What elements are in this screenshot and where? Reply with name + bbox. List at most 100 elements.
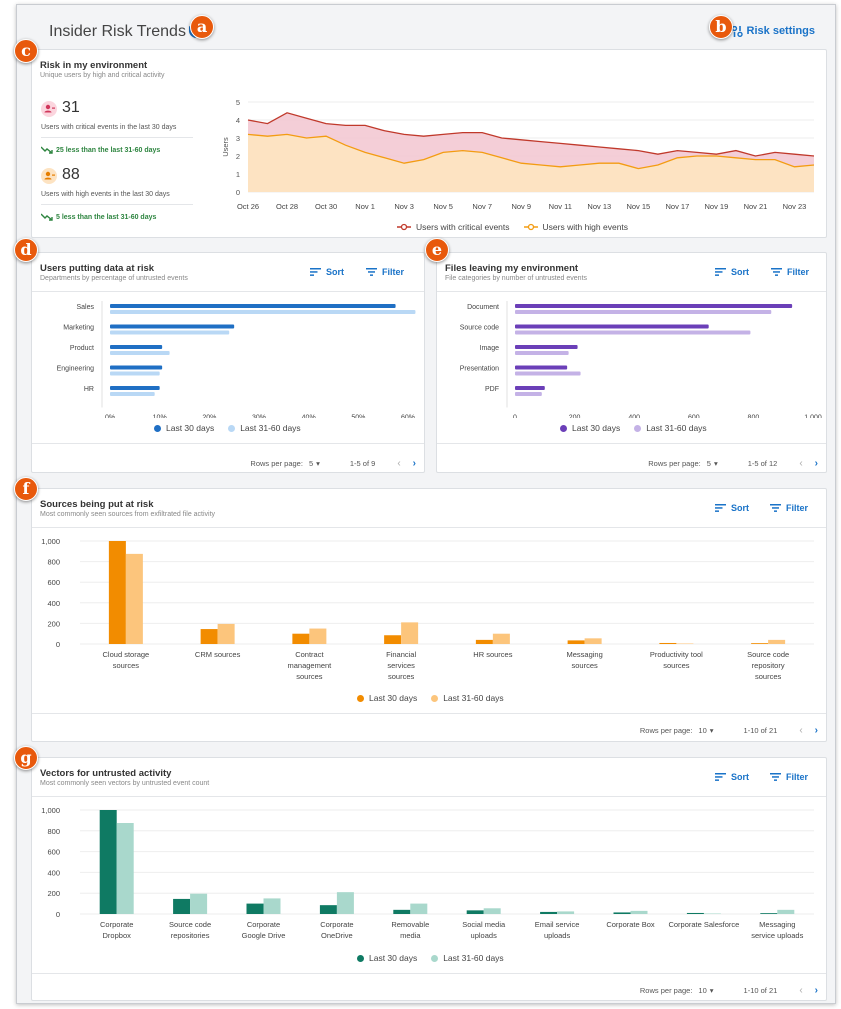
category-label: Financial — [386, 650, 416, 659]
files-sort-button[interactable]: Sort — [715, 267, 749, 277]
files-next-page-icon[interactable]: › — [814, 458, 818, 469]
sources-filter-button[interactable]: Filter — [770, 503, 808, 513]
sources-rows-select[interactable]: 10 ▾ — [698, 726, 713, 735]
vectors-rows-value: 10 — [698, 986, 707, 995]
users-legend-current: Last 30 days — [154, 423, 214, 433]
bar-previous — [110, 330, 230, 335]
category-label: service uploads — [751, 931, 803, 940]
category-label: repositories — [171, 931, 210, 940]
callout-a: a — [190, 15, 214, 39]
y-tick-label: 2 — [236, 152, 240, 161]
bar-previous — [515, 371, 581, 376]
critical-users-count: 31 — [62, 99, 80, 116]
category-label: Messaging — [566, 650, 602, 659]
bar-current — [751, 643, 769, 644]
filter-icon — [770, 504, 781, 512]
bar-current — [540, 911, 558, 914]
users-sort-button[interactable]: Sort — [310, 267, 344, 277]
bar-previous — [217, 623, 235, 644]
x-tick-label: 30% — [252, 415, 266, 419]
bar-previous — [309, 628, 327, 644]
users-next-page-icon[interactable]: › — [412, 458, 416, 469]
sources-chart: 0 200 400 600 800 1,000 Cloud storage sources CR… — [41, 537, 814, 681]
y-tick-label: 1,000 — [41, 806, 60, 815]
critical-users-label: Users with critical events in the last 3… — [41, 124, 177, 131]
category-label: Messaging — [759, 920, 795, 929]
users-rows-select[interactable]: 5 ▾ — [309, 459, 320, 468]
bar-previous — [116, 823, 134, 914]
bar-previous — [263, 898, 281, 914]
x-tick-label: Oct 28 — [276, 202, 298, 211]
vectors-sort-button[interactable]: Sort — [715, 772, 749, 782]
high-users-label: Users with high events in the last 30 da… — [41, 191, 170, 198]
x-tick-label: Nov 9 — [511, 202, 531, 211]
users-prev-page-icon[interactable]: ‹ — [397, 458, 401, 469]
risk-environment-subtitle: Unique users by high and critical activi… — [40, 72, 165, 79]
users-filter-button[interactable]: Filter — [366, 267, 404, 277]
x-tick-label: 1,000 — [804, 415, 822, 419]
category-label: Corporate Salesforce — [668, 920, 739, 929]
files-legend-previous: Last 31-60 days — [634, 423, 707, 433]
bar-previous — [630, 910, 648, 914]
bar-current — [110, 345, 163, 349]
category-label: Corporate — [247, 920, 280, 929]
category-label: Marketing — [63, 325, 94, 332]
users-header-divider — [32, 291, 424, 292]
x-tick-label: 60% — [401, 415, 415, 419]
bar-current — [515, 386, 545, 390]
sources-legend: Last 30 days Last 31-60 days — [357, 693, 504, 703]
files-filter-button[interactable]: Filter — [771, 267, 809, 277]
x-tick-label: 400 — [628, 415, 640, 419]
bar-previous — [110, 351, 170, 355]
files-legend-previous-label: Last 31-60 days — [646, 423, 707, 433]
y-axis-label: Users — [221, 137, 230, 157]
vectors-rows-select[interactable]: 10 ▾ — [698, 986, 713, 995]
category-label: OneDrive — [321, 931, 353, 940]
sources-legend-previous: Last 31-60 days — [431, 693, 504, 703]
category-label: Email service — [535, 920, 580, 929]
x-tick-label: Nov 23 — [783, 202, 807, 211]
vectors-footer-divider — [32, 973, 826, 974]
x-tick-label: Nov 11 — [549, 202, 572, 211]
category-label: sources — [755, 672, 782, 681]
files-sort-label: Sort — [731, 267, 749, 277]
high-users-icon — [41, 168, 57, 184]
bar-previous — [492, 633, 510, 644]
x-tick-label: 600 — [688, 415, 700, 419]
category-label: Engineering — [57, 366, 94, 373]
sources-next-page-icon[interactable]: › — [814, 725, 818, 736]
bar-current — [200, 629, 218, 644]
risk-settings-button[interactable]: Risk settings — [731, 25, 815, 37]
vectors-filter-button[interactable]: Filter — [770, 772, 808, 782]
sources-sort-button[interactable]: Sort — [715, 503, 749, 513]
bar-previous — [125, 553, 143, 644]
vectors-legend-current: Last 30 days — [357, 953, 417, 963]
files-rows-select[interactable]: 5 ▾ — [707, 459, 718, 468]
x-tick-label: 20% — [202, 415, 216, 419]
users-rows-value: 5 — [308, 459, 314, 468]
x-tick-label: 800 — [748, 415, 760, 419]
vectors-prev-page-icon[interactable]: ‹ — [799, 985, 803, 996]
y-tick-label: 5 — [236, 98, 240, 107]
vectors-next-page-icon[interactable]: › — [814, 985, 818, 996]
sources-prev-page-icon[interactable]: ‹ — [799, 725, 803, 736]
sort-icon — [715, 268, 726, 276]
vectors-legend-previous-label: Last 31-60 days — [443, 953, 504, 963]
sources-filter-label: Filter — [786, 503, 809, 513]
sources-pagination: Rows per page: 10 ▾ 1-10 of 21 ‹ › — [640, 725, 818, 736]
x-tick-label: Oct 30 — [315, 202, 337, 211]
bar-previous — [483, 908, 501, 914]
files-prev-page-icon[interactable]: ‹ — [799, 458, 803, 469]
sources-legend-current: Last 30 days — [357, 693, 417, 703]
x-tick-label: Nov 7 — [472, 202, 492, 211]
sources-title: Sources being put at risk — [40, 499, 154, 510]
category-label: Source code — [169, 920, 211, 929]
y-tick-label: 200 — [47, 889, 60, 898]
bar-current — [110, 386, 160, 390]
x-tick-label: 0% — [105, 415, 115, 419]
category-label: Product — [70, 345, 94, 352]
bar-previous — [676, 643, 694, 644]
critical-users-icon — [41, 101, 57, 117]
y-tick-label: 800 — [47, 827, 60, 836]
vectors-header-divider — [32, 796, 826, 797]
